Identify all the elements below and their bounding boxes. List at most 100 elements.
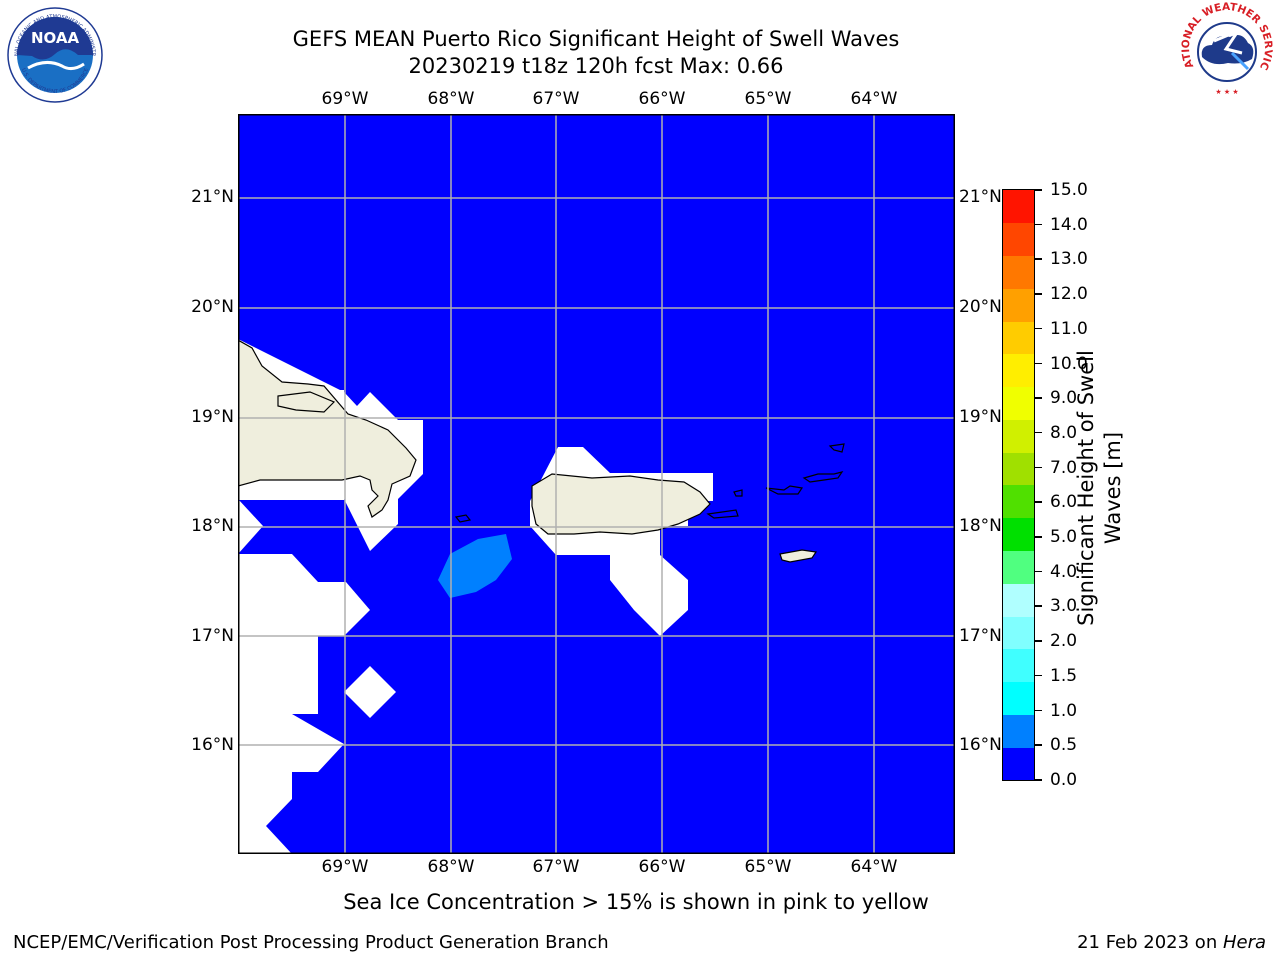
colorbar-label-line1: Significant Height of Swell <box>1074 350 1098 626</box>
culebra <box>733 489 743 497</box>
colorbar-tick-label: 1.5 <box>1050 665 1078 686</box>
lon-label-top-67w: 67°W <box>532 89 580 109</box>
colorbar-tick-mark <box>1035 258 1042 260</box>
colorbar-segment <box>1003 648 1034 683</box>
colorbar-tick-label: 2.0 <box>1050 631 1078 652</box>
colorbar-tick-mark <box>1035 640 1042 642</box>
colorbar-label: Significant Height of Swell Waves [m] <box>1073 328 1127 648</box>
colorbar-segment <box>1003 288 1034 322</box>
colorbar-tick-label: 0.0 <box>1050 770 1078 790</box>
lat-label-right-21n: 21°N <box>959 187 1002 207</box>
colorbar-tick-label: 4.0 <box>1050 561 1078 582</box>
colorbar-tick-mark <box>1035 536 1042 538</box>
colorbar-tick-label: 3.0 <box>1050 596 1078 617</box>
colorbar-tick-mark <box>1035 189 1042 191</box>
colorbar-segment <box>1003 517 1034 552</box>
colorbar-tick-label: 12.0 <box>1050 284 1088 305</box>
lon-label-bottom-69w: 69°W <box>321 857 369 877</box>
colorbar-tick-mark <box>1035 431 1042 434</box>
lon-label-bottom-66w: 66°W <box>638 857 686 877</box>
lon-label-top-65w: 65°W <box>744 89 792 109</box>
colorbar-tick-label: 7.0 <box>1050 457 1078 478</box>
colorbar-tick-mark <box>1035 293 1042 295</box>
vieques <box>706 509 739 519</box>
lon-label-top-69w: 69°W <box>321 89 369 109</box>
lat-label-left-16n: 16°N <box>191 735 234 755</box>
colorbar-segment <box>1003 353 1034 388</box>
colorbar-segment <box>1003 452 1034 486</box>
colorbar-tick-label: 10.0 <box>1050 353 1088 374</box>
colorbar-segment <box>1003 485 1034 519</box>
chart-title: GEFS MEAN Puerto Rico Significant Height… <box>292 27 900 51</box>
lon-label-top-64w: 64°W <box>850 89 898 109</box>
colorbar-tick-label: 6.0 <box>1050 492 1078 513</box>
lon-label-bottom-67w: 67°W <box>532 857 580 877</box>
lon-label-bottom-64w: 64°W <box>850 857 898 877</box>
colorbar-tick-mark <box>1035 501 1042 503</box>
footer-date-text: 21 Feb 2023 on <box>1077 932 1223 953</box>
colorbar-tick-mark <box>1035 709 1042 712</box>
colorbar-segment <box>1003 321 1034 355</box>
colorbar <box>1002 189 1035 781</box>
tortola <box>802 471 844 483</box>
st-thomas-st-john <box>765 485 804 495</box>
colorbar-tick-mark <box>1035 327 1042 330</box>
lon-label-bottom-65w: 65°W <box>744 857 792 877</box>
lat-label-left-21n: 21°N <box>191 187 234 207</box>
colorbar-segment <box>1003 419 1034 453</box>
lat-label-right-16n: 16°N <box>959 735 1002 755</box>
colorbar-segment <box>1003 190 1034 224</box>
footer-host: Hera <box>1222 932 1266 953</box>
map-plot <box>238 114 955 854</box>
land <box>238 339 845 563</box>
swell-0_5m-patch <box>438 534 512 598</box>
colorbar-tick-label: 8.0 <box>1050 422 1078 443</box>
lon-label-bottom-68w: 68°W <box>427 857 475 877</box>
anegada <box>828 443 845 453</box>
hispaniola <box>238 339 417 518</box>
colorbar-tick-label: 14.0 <box>1050 214 1088 235</box>
colorbar-segment <box>1003 714 1034 748</box>
colorbar-tick-mark <box>1035 605 1042 607</box>
colorbar-tick-label: 13.0 <box>1050 249 1088 270</box>
footer-branch: NCEP/EMC/Verification Post Processing Pr… <box>13 932 609 953</box>
footer-date: 21 Feb 2023 on Hera <box>1077 932 1266 953</box>
lon-label-top-68w: 68°W <box>427 89 475 109</box>
colorbar-ticks: 0.0 0.5 1.0 1.5 2.0 3.0 4.0 5.0 6.0 7.0 8.0 9.0 10.0… <box>1035 180 1115 790</box>
colorbar-tick-label: 9.0 <box>1050 388 1078 409</box>
colorbar-label-line2: Waves [m] <box>1101 431 1125 545</box>
st-croix <box>779 549 818 563</box>
lat-label-right-19n: 19°N <box>959 407 1002 427</box>
nws-stars: ★ ★ ★ <box>1215 88 1238 96</box>
colorbar-tick-label: 0.5 <box>1050 735 1078 756</box>
colorbar-segment <box>1003 681 1034 715</box>
noaa-logo-text: NOAA <box>31 29 80 47</box>
lon-label-top-66w: 66°W <box>638 89 686 109</box>
sea-ice-caption: Sea Ice Concentration > 15% is shown in … <box>343 890 929 914</box>
colorbar-tick-mark <box>1035 362 1042 365</box>
nws-logo: NATIONAL WEATHER SERVICE ★ ★ ★ <box>1176 1 1276 101</box>
colorbar-tick-mark <box>1035 744 1042 746</box>
colorbar-tick-label: 11.0 <box>1050 318 1088 339</box>
colorbar-segment <box>1003 255 1034 289</box>
mona-island <box>454 514 472 523</box>
colorbar-segment <box>1003 747 1034 781</box>
lat-label-right-20n: 20°N <box>959 297 1002 317</box>
colorbar-tick-mark <box>1035 466 1042 469</box>
colorbar-tick-mark <box>1035 223 1042 226</box>
colorbar-segment <box>1003 583 1034 617</box>
colorbar-tick-label: 15.0 <box>1050 180 1088 200</box>
colorbar-segment <box>1003 550 1034 584</box>
colorbar-tick-label: 1.0 <box>1050 700 1078 721</box>
colorbar-segment <box>1003 616 1034 650</box>
lat-label-left-17n: 17°N <box>191 626 234 646</box>
colorbar-tick-label: 5.0 <box>1050 527 1078 548</box>
lat-label-right-17n: 17°N <box>959 626 1002 646</box>
colorbar-tick-mark <box>1035 397 1042 399</box>
puerto-rico <box>531 473 711 535</box>
graticule <box>238 114 955 854</box>
lat-label-left-20n: 20°N <box>191 297 234 317</box>
tortuga <box>277 391 336 413</box>
colorbar-tick-mark <box>1035 779 1042 781</box>
noaa-logo: NOAA NATIONAL OCEANIC AND ATMOSPHERIC AD… <box>6 6 103 103</box>
